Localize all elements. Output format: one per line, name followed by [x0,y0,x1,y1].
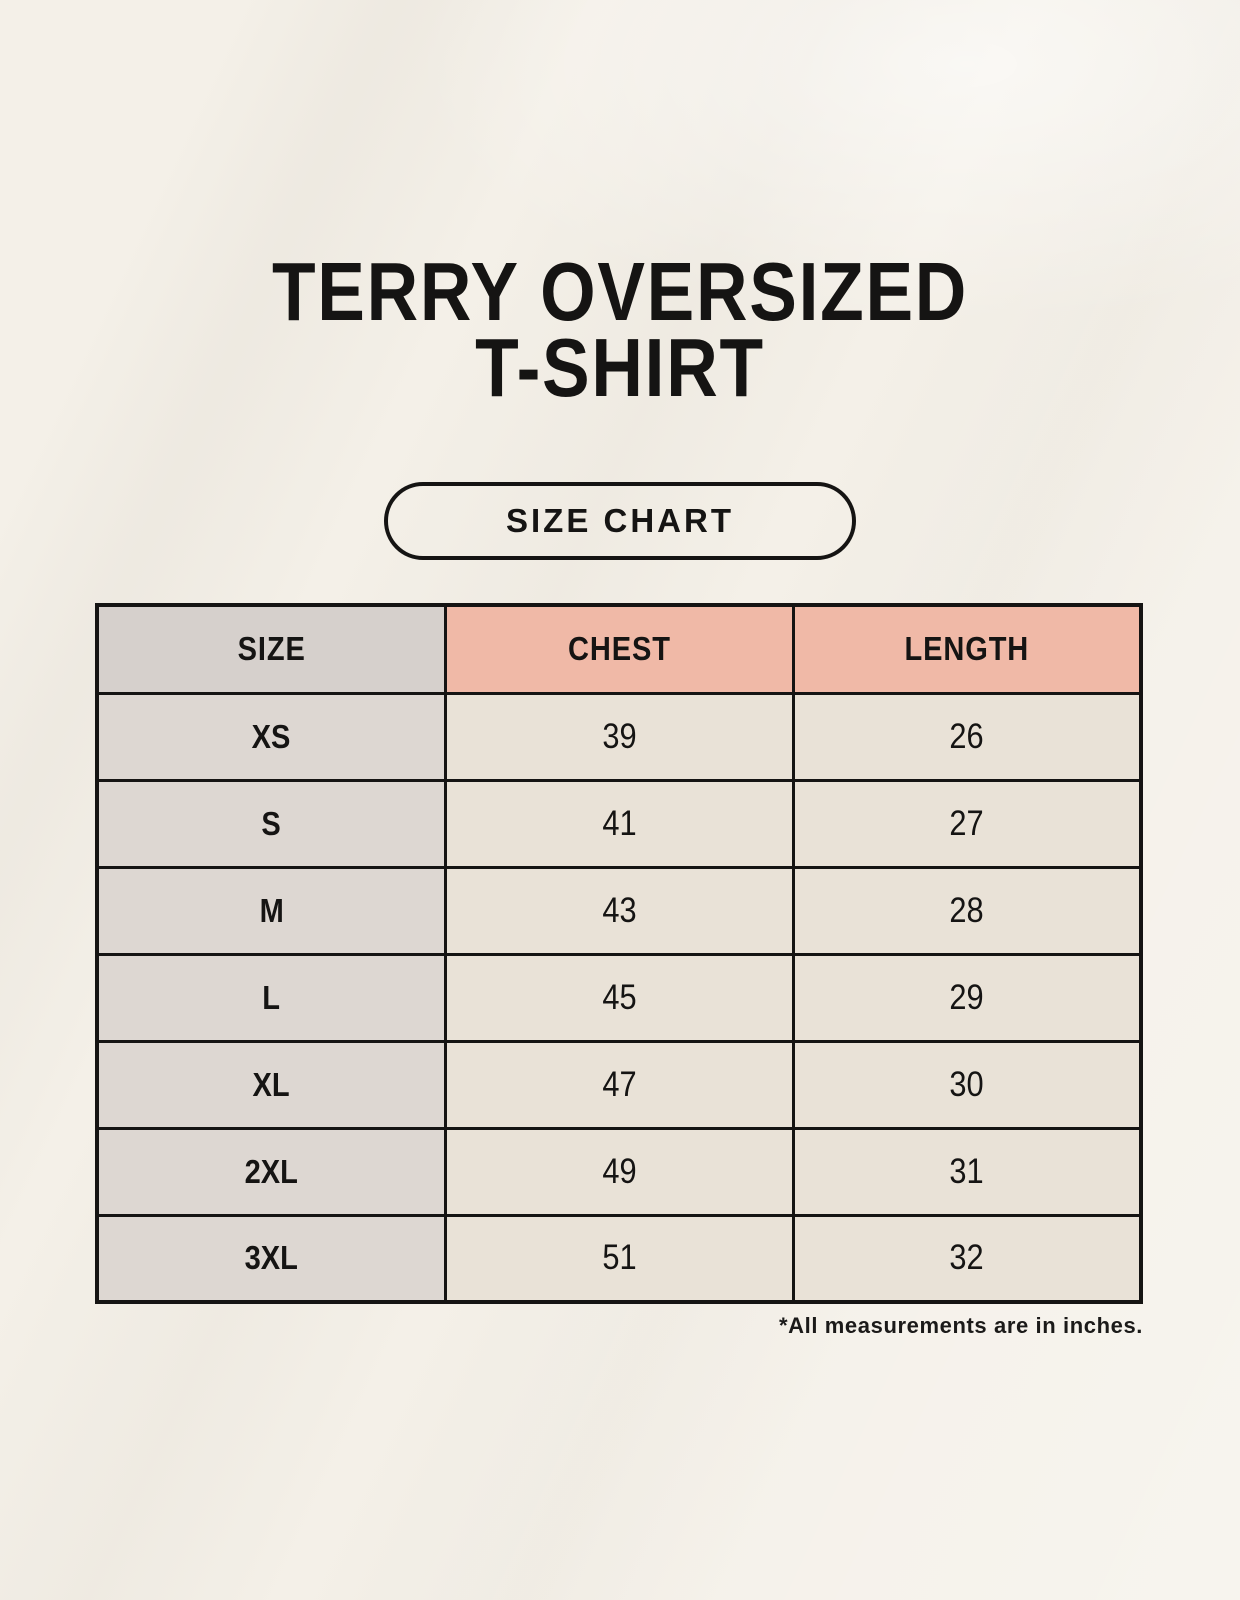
chest-cell: 39 [443,691,795,782]
table-row: 3XL 51 32 [95,1213,1143,1304]
size-cell: S [95,778,447,869]
table-row: S 41 27 [95,778,1143,869]
table-row: L 45 29 [95,952,1143,1043]
length-cell: 31 [791,1126,1143,1217]
column-header-length: LENGTH [791,603,1143,695]
table-row: 2XL 49 31 [95,1126,1143,1217]
size-cell: XL [95,1039,447,1130]
table-row: XS 39 26 [95,691,1143,782]
length-cell: 26 [791,691,1143,782]
length-cell: 30 [791,1039,1143,1130]
column-header-size: SIZE [95,603,447,695]
size-chart-badge-label: SIZE CHART [506,502,734,539]
size-cell: 3XL [95,1213,447,1304]
size-cell: 2XL [95,1126,447,1217]
size-cell: XS [95,691,447,782]
table-header-row: SIZE CHEST LENGTH [95,603,1143,695]
length-cell: 32 [791,1213,1143,1304]
table-header: SIZE CHEST LENGTH [95,603,1143,695]
chest-cell: 43 [443,865,795,956]
chest-cell: 45 [443,952,795,1043]
size-cell: L [95,952,447,1043]
chest-cell: 51 [443,1213,795,1304]
size-chart-table-container: SIZE CHEST LENGTH XS 39 26 S 41 27 M 43 28 L 45 29 X… [95,603,1143,1339]
length-cell: 28 [791,865,1143,956]
page-title: TERRY OVERSIZED T-SHIRT [0,245,1240,414]
size-chart-badge: SIZE CHART [384,482,856,560]
length-cell: 27 [791,778,1143,869]
page-title-line-2: T-SHIRT [475,321,765,414]
column-header-chest: CHEST [443,603,795,695]
length-cell: 29 [791,952,1143,1043]
chest-cell: 49 [443,1126,795,1217]
table-row: XL 47 30 [95,1039,1143,1130]
table-row: M 43 28 [95,865,1143,956]
chest-cell: 41 [443,778,795,869]
measurements-footnote: *All measurements are in inches. [778,1313,1143,1338]
chest-cell: 47 [443,1039,795,1130]
page-title-line-1: TERRY OVERSIZED [271,245,969,338]
size-cell: M [95,865,447,956]
table-body: XS 39 26 S 41 27 M 43 28 L 45 29 XL 47 30 2XL 49 31 3XL 51 3… [95,691,1143,1304]
size-chart-table: SIZE CHEST LENGTH XS 39 26 S 41 27 M 43 28 L 45 29 X… [95,603,1143,1304]
